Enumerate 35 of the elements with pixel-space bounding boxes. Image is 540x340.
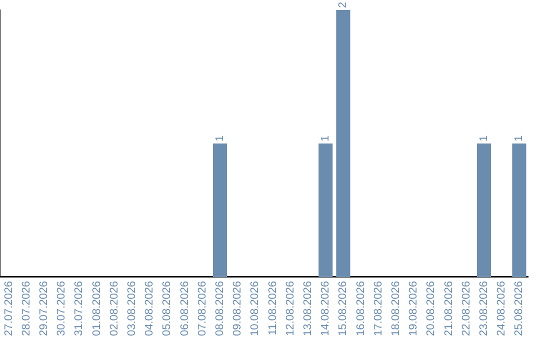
data-label: 1 bbox=[478, 135, 490, 142]
x-tick-label: 05.08.2026 bbox=[161, 280, 174, 336]
x-tick-label: 11.08.2026 bbox=[266, 280, 279, 336]
x-tick-label: 09.08.2026 bbox=[232, 280, 244, 336]
x-tick-label: 25.08.2026 bbox=[513, 280, 526, 336]
data-label: 2 bbox=[337, 2, 350, 8]
x-tick-label: 22.08.2026 bbox=[460, 280, 472, 336]
x-tick-label: 19.08.2026 bbox=[408, 280, 420, 336]
x-tick-label: 20.08.2026 bbox=[425, 280, 438, 336]
x-tick-label: 01.08.2026 bbox=[90, 280, 103, 336]
x-tick-label: 16.08.2026 bbox=[354, 280, 367, 336]
x-tick-label: 14.08.2026 bbox=[320, 280, 332, 336]
x-tick-label: 28.07.2026 bbox=[20, 280, 32, 336]
x-tick-label: 30.07.2026 bbox=[56, 280, 68, 336]
x-tick-label: 08.08.2026 bbox=[214, 280, 226, 336]
x-tick-label: 24.08.2026 bbox=[496, 280, 508, 336]
x-tick-label: 29.07.2026 bbox=[38, 280, 50, 336]
x-tick-label: 31.07.2026 bbox=[73, 280, 86, 336]
x-tick-label: 27.07.2026 bbox=[2, 280, 15, 336]
x-tick-label: 06.08.2026 bbox=[178, 280, 191, 336]
x-tick-label: 04.08.2026 bbox=[144, 280, 156, 336]
x-tick-label: 21.08.2026 bbox=[442, 280, 455, 336]
x-tick-label: 13.08.2026 bbox=[302, 280, 314, 336]
x-tick-label: 18.08.2026 bbox=[390, 280, 402, 336]
data-label: 1 bbox=[513, 135, 526, 142]
x-tick-label: 12.08.2026 bbox=[284, 280, 296, 336]
data-label: 1 bbox=[214, 135, 226, 142]
x-tick-label: 23.08.2026 bbox=[478, 280, 490, 336]
x-tick-label: 02.08.2026 bbox=[108, 280, 120, 336]
x-tick-label: 07.08.2026 bbox=[196, 280, 208, 336]
x-tick-label: 17.08.2026 bbox=[372, 280, 384, 336]
data-label: 1 bbox=[320, 135, 332, 142]
x-tick-label: 03.08.2026 bbox=[126, 280, 138, 336]
x-tick-label: 10.08.2026 bbox=[249, 280, 262, 336]
x-tick-label: 15.08.2026 bbox=[337, 280, 350, 336]
